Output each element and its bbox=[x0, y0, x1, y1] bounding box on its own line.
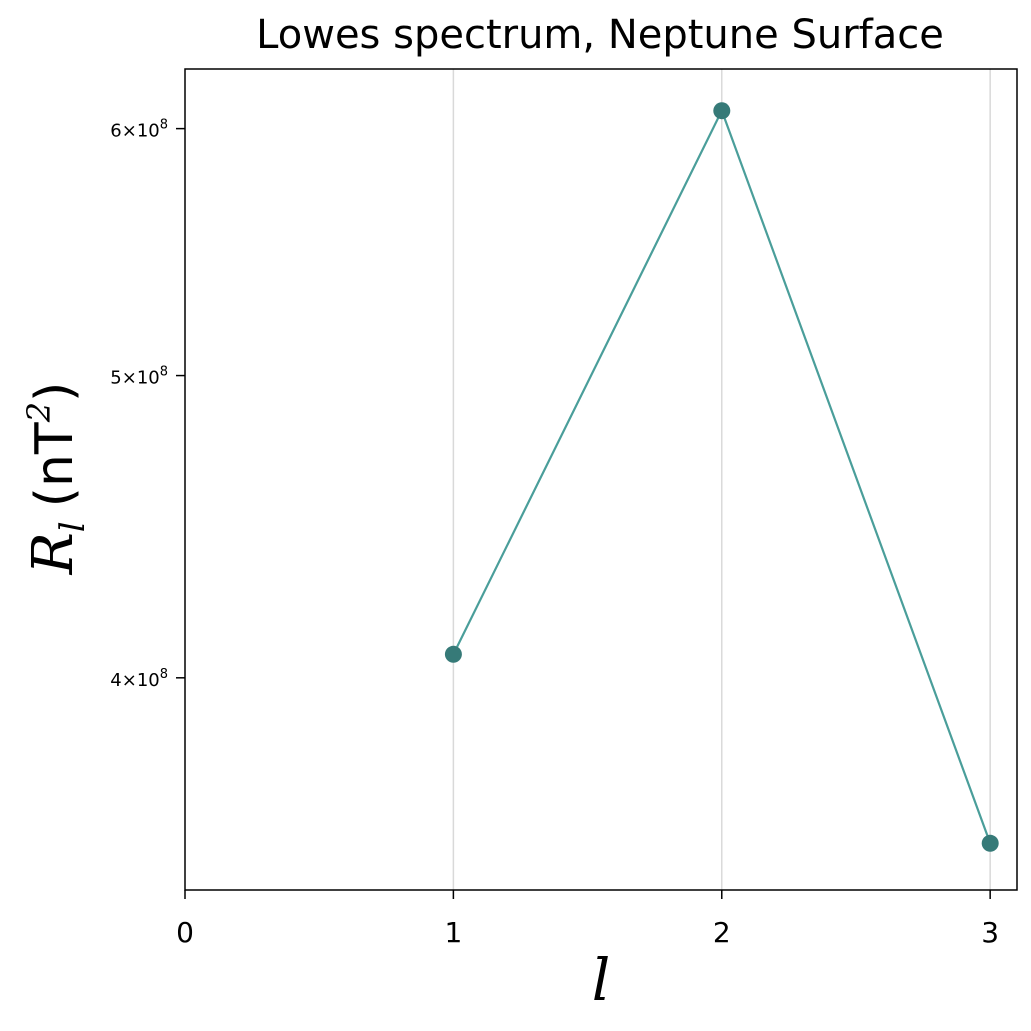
y-axis-label-symbol: R bbox=[21, 532, 86, 575]
plot-frame bbox=[184, 68, 1018, 891]
y-tick-label-4: 4×108 bbox=[110, 667, 168, 691]
y-axis-label-unit: (nT bbox=[25, 422, 85, 507]
x-tick-label-3: 3 bbox=[981, 916, 999, 949]
data-point-l3 bbox=[981, 834, 999, 852]
y-tick-label-6: 6×108 bbox=[110, 118, 168, 142]
data-point-l2 bbox=[713, 102, 731, 120]
x-tick-label-2: 2 bbox=[713, 916, 731, 949]
x-axis-label: l bbox=[592, 946, 611, 1014]
x-tick-label-0: 0 bbox=[176, 916, 194, 949]
x-gridlines bbox=[452, 69, 991, 890]
data-point-l1 bbox=[444, 645, 462, 663]
y-axis-label-subscript: l bbox=[53, 521, 93, 532]
y-axis-ticks: 4×108 5×108 6×108 bbox=[110, 118, 185, 691]
chart-title: Lowes spectrum, Neptune Surface bbox=[256, 12, 944, 58]
x-axis-ticks: 0 1 2 3 bbox=[176, 890, 999, 949]
x-tick-label-1: 1 bbox=[444, 916, 462, 949]
data-series bbox=[444, 102, 999, 852]
y-axis-label: Rl (nT2) bbox=[20, 382, 93, 576]
y-axis-label-unit-close: ) bbox=[25, 382, 85, 402]
y-tick-label-5: 5×108 bbox=[110, 365, 168, 389]
y-axis-label-unit-power: 2 bbox=[20, 402, 58, 423]
